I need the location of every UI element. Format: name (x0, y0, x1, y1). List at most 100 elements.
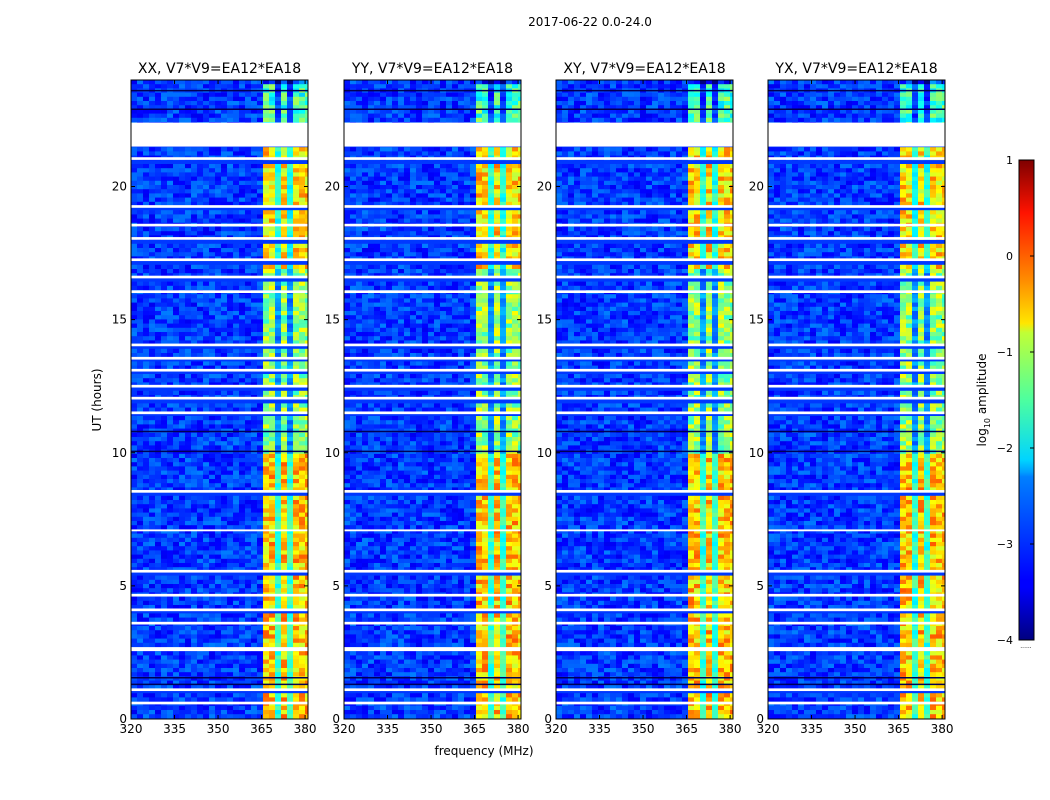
flagged-row (556, 237, 733, 240)
panel-1: XX, V7*V9=EA12*EA18 320 335 350 365 380 0 5 10 15… (112, 61, 317, 736)
flagged-row (556, 608, 733, 612)
panels: XX, V7*V9=EA12*EA18 320 335 350 365 380 0 5 10 15… (112, 61, 954, 736)
y-tick-label: 15 (112, 313, 127, 327)
flagged-row (131, 647, 308, 652)
flagged-row (556, 384, 733, 388)
panel-title: XY, V7*V9=EA12*EA18 (563, 61, 725, 77)
panel-3: XY, V7*V9=EA12*EA18 320 335 350 365 380 0 5 10 15… (537, 61, 742, 736)
flagged-row (344, 608, 521, 612)
flagged-row (131, 368, 308, 372)
panel-title: YY, V7*V9=EA12*EA18 (351, 61, 513, 77)
flagged-row (344, 356, 521, 360)
colorbar-footer: ...... (1020, 643, 1032, 650)
flagged-row (344, 411, 521, 415)
y-tick-label: 5 (332, 579, 340, 593)
y-tick-label: 15 (325, 313, 340, 327)
flagged-row (131, 356, 308, 360)
flagged-row (556, 688, 733, 692)
flagged-row (344, 688, 521, 692)
flagged-row (131, 223, 308, 227)
flagged-row (556, 490, 733, 493)
flagged-row (768, 205, 945, 208)
x-tick-label: 350 (632, 722, 655, 736)
flagged-row (131, 411, 308, 415)
flagged-row (344, 593, 521, 597)
flagged-row (344, 258, 521, 262)
colorbar-tick-label: −1 (997, 346, 1013, 359)
flagged-row (556, 368, 733, 372)
panel-frame (555, 79, 734, 720)
y-tick-label: 10 (537, 446, 552, 460)
flagged-row (344, 621, 521, 625)
x-axis-label: frequency (MHz) (434, 744, 533, 758)
x-tick-label: 365 (250, 722, 273, 736)
flagged-row (344, 569, 521, 573)
y-tick-label: 10 (325, 446, 340, 460)
flagged-row (344, 368, 521, 372)
flagged-row (556, 290, 733, 293)
x-tick-label: 365 (463, 722, 486, 736)
spectrogram-1 (131, 80, 308, 719)
x-tick-label: 320 (545, 722, 568, 736)
flagged-row (556, 122, 733, 147)
x-tick-label: 320 (333, 722, 356, 736)
flagged-row (344, 529, 521, 532)
flagged-row (556, 593, 733, 597)
colorbar: 1 0 −1 −2 −3 −4 log10 amplitude ...... (975, 154, 1035, 650)
flagged-row (344, 223, 521, 227)
spectrogram-3 (556, 80, 733, 719)
flagged-row (556, 258, 733, 262)
colorbar-tick-label: −2 (997, 442, 1013, 455)
colorbar-tick-label: 1 (1006, 154, 1013, 167)
y-tick-label: 5 (544, 579, 552, 593)
flagged-row (556, 343, 733, 347)
flagged-row (768, 593, 945, 597)
y-tick-label: 0 (756, 712, 764, 726)
flagged-row (556, 157, 733, 160)
flagged-row (131, 237, 308, 240)
flagged-row (131, 569, 308, 573)
flagged-row (768, 384, 945, 388)
x-tick-label: 380 (294, 722, 317, 736)
flagged-row (344, 701, 521, 705)
flagged-row (556, 205, 733, 208)
flagged-row (344, 205, 521, 208)
x-tick-label: 335 (163, 722, 186, 736)
flagged-row (768, 157, 945, 160)
flagged-row (344, 396, 521, 400)
flagged-row (768, 608, 945, 612)
flagged-row (556, 621, 733, 625)
flagged-row (131, 529, 308, 532)
flagged-row (344, 490, 521, 493)
flagged-row (131, 205, 308, 208)
spectrogram-2 (344, 80, 521, 719)
flagged-row (768, 368, 945, 372)
flagged-row (131, 490, 308, 493)
flagged-row (768, 411, 945, 415)
spectrogram-4 (768, 80, 945, 719)
y-tick-label: 15 (749, 313, 764, 327)
flagged-row (768, 490, 945, 493)
figure-suptitle: 2017-06-22 0.0-24.0 (528, 15, 652, 29)
flagged-row (131, 275, 308, 279)
flagged-row (768, 701, 945, 705)
colorbar-tick-label: 0 (1006, 250, 1013, 263)
flagged-row (344, 647, 521, 652)
flagged-row (131, 290, 308, 293)
flagged-row (768, 569, 945, 573)
flagged-row (556, 647, 733, 652)
panel-title: XX, V7*V9=EA12*EA18 (138, 61, 301, 77)
flagged-row (131, 343, 308, 347)
y-tick-label: 20 (749, 180, 764, 194)
flagged-row (131, 396, 308, 400)
flagged-row (556, 275, 733, 279)
x-tick-label: 380 (931, 722, 954, 736)
flagged-row (344, 384, 521, 388)
y-tick-label: 0 (119, 712, 127, 726)
colorbar-ticks: 1 0 −1 −2 −3 −4 (997, 154, 1034, 647)
flagged-row (131, 688, 308, 692)
flagged-row (344, 290, 521, 293)
x-tick-label: 365 (887, 722, 910, 736)
flagged-row (768, 237, 945, 240)
